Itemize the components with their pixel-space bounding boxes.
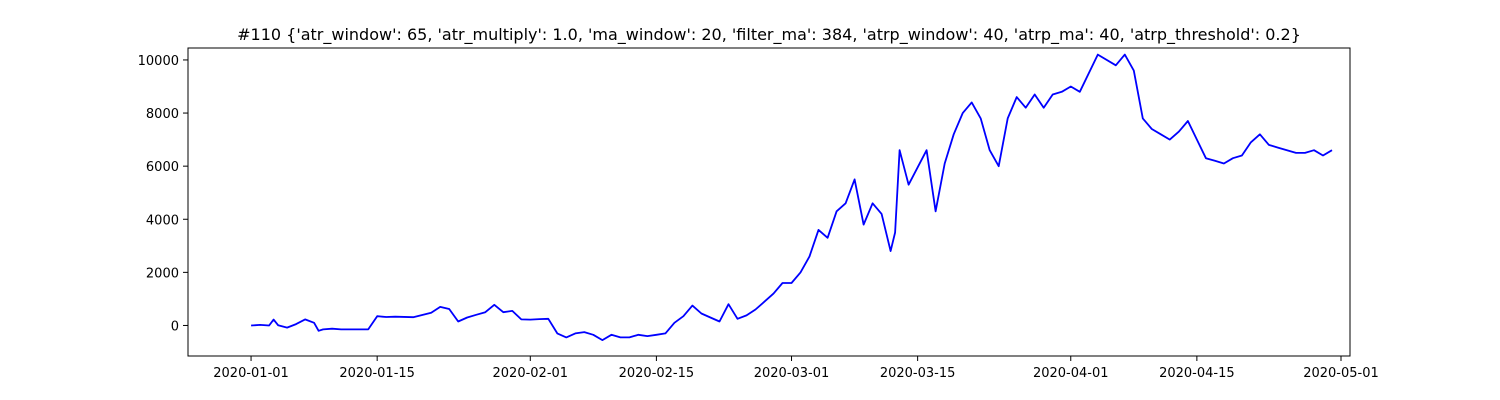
axes-frame: [187, 47, 1351, 357]
x-tick-label: 2020-02-15: [619, 366, 695, 381]
y-tick-label: 8000: [146, 107, 179, 122]
x-tick-label: 2020-02-01: [493, 366, 569, 381]
x-tick-label: 2020-03-01: [754, 366, 830, 381]
x-tick-label: 2020-05-01: [1303, 366, 1379, 381]
y-tick-label: 4000: [146, 213, 179, 228]
y-tick-label: 2000: [146, 266, 179, 281]
y-tick-label: 0: [171, 319, 179, 334]
x-tick-label: 2020-01-01: [213, 366, 289, 381]
y-tick-label: 10000: [138, 54, 179, 69]
x-tick-label: 2020-03-15: [880, 366, 956, 381]
x-tick-label: 2020-04-15: [1159, 366, 1235, 381]
series-line-0: [251, 53, 1333, 342]
y-tick-label: 6000: [146, 160, 179, 175]
chart-title: #110 {'atr_window': 65, 'atr_multiply': …: [237, 25, 1301, 45]
x-tick-label: 2020-01-15: [339, 366, 415, 381]
plot-area: 2020-01-01 2020-01-15 2020-02-01 2020-02-15…: [138, 47, 1379, 381]
x-tick-label: 2020-04-01: [1033, 366, 1109, 381]
